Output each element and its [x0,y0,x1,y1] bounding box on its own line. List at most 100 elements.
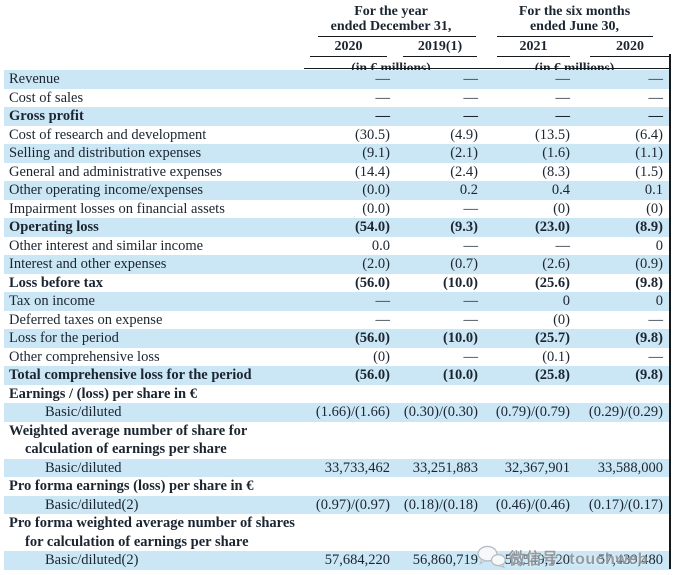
value-cell-fy2020: 0.0 [371,237,390,254]
value-cell-fy2019: (0.7) [450,256,478,272]
column-group-year-ended: For the year ended December 31, 2020 201… [304,4,478,75]
value-cell-fy2020: (54.0) [354,219,390,235]
value-cell-hy2021: (0.46)/(0.46) [495,496,570,513]
row-label: Basic/diluted(2) [45,552,139,568]
year-label: 2019(1) [417,39,463,54]
table-row: Cost of research and development (30.5) … [4,126,671,145]
table-row: Basic/diluted(2) 57,684,220 56,860,719 5… [4,551,671,570]
value-cell-fy2020: (56.0) [354,274,390,291]
row-label: Selling and distribution expenses [9,145,202,161]
value-cell-hy2020: — [648,71,664,87]
value-cell-fy2019: — [463,108,479,124]
table-row: Other interest and similar income 0.0 — … [4,237,671,256]
value-cell-hy2020 [570,514,671,551]
table-row: Pro forma weighted average number of sha… [4,514,671,551]
value-cell-fy2019: — [463,71,479,87]
group-underline [497,36,653,37]
value-cell-fy2020: (0) [373,348,390,365]
column-header-fy2019: 2019(1) [390,37,478,57]
row-label: Weighted average number of share for cal… [9,422,248,458]
value-cell-fy2019: 33,251,883 [412,459,478,476]
value-cell-hy2021: (8.3) [542,163,570,180]
row-label: Loss before tax [9,274,103,291]
value-cell-fy2019: (0.18)/(0.18) [403,496,478,513]
table-row: Operating loss (54.0) (9.3) (23.0) (8.9) [4,218,671,237]
value-cell-hy2020: (0.17)/(0.17) [588,496,663,513]
row-label: Basic/diluted [45,404,122,420]
row-label: Operating loss [9,219,99,235]
value-cell-fy2020: 57,684,220 [324,552,390,568]
value-cell-fy2020: (56.0) [354,330,390,346]
header-bottom-rule [304,68,671,69]
value-cell-fy2020 [304,422,390,459]
value-cell-hy2021: 55,549,120 [504,552,570,568]
value-cell-fy2019: — [463,311,479,328]
group-title: For the six months ended June 30, [478,4,671,34]
value-cell-hy2021: (0.79)/(0.79) [495,404,570,420]
value-cell-fy2020: 33,733,462 [324,459,390,476]
value-cell-hy2020: (9.8) [635,330,663,346]
table-row: Gross profit — — — — [4,107,671,126]
year-label: 2020 [334,39,363,54]
value-cell-fy2020: — [375,311,391,328]
value-cell-hy2020 [570,385,671,404]
value-cell-hy2021: (0.1) [542,348,570,365]
value-cell-fy2019: (2.4) [450,163,478,180]
year-underline [590,56,670,57]
value-cell-hy2020: (1.1) [635,145,663,161]
row-label: Other comprehensive loss [9,348,160,365]
row-label: Cost of research and development [9,126,207,143]
value-cell-hy2021: (2.6) [542,256,570,272]
value-cell-hy2020: (6.4) [635,126,663,143]
value-cell-hy2020: — [648,108,664,124]
value-cell-hy2021: (1.6) [542,145,570,161]
column-group-six-months: For the six months ended June 30, 2021 2… [478,4,671,75]
value-cell-fy2019: (10.0) [442,330,478,346]
group-title: For the year ended December 31, [304,4,478,34]
row-label: Tax on income [9,293,95,309]
value-cell-hy2021: (23.0) [534,219,570,235]
value-cell-hy2020: (0.9) [635,256,663,272]
table-row: General and administrative expenses (14.… [4,163,671,182]
value-cell-hy2021: (0) [553,200,570,217]
group-underline [318,36,476,37]
value-cell-hy2021 [478,422,570,459]
value-cell-hy2020: (8.9) [635,219,663,235]
value-cell-fy2019 [390,422,478,459]
value-cell-hy2020: (0.29)/(0.29) [588,404,663,420]
value-cell-fy2019: (2.1) [450,145,478,161]
value-cell-hy2021: (0) [553,311,570,328]
table-row: Tax on income — — 0 0 [4,292,671,311]
table-row: Earnings / (loss) per share in € [4,385,671,404]
row-label: Loss for the period [9,330,119,346]
value-cell-fy2019 [390,514,478,551]
value-cell-fy2020 [304,385,390,404]
value-cell-hy2020: — [648,348,664,365]
row-label: Pro forma weighted average number of sha… [9,515,295,550]
value-cell-fy2019: — [463,293,479,309]
value-cell-fy2020: (14.4) [354,163,390,180]
value-cell-hy2020: (9.8) [635,367,663,383]
value-cell-fy2019: — [463,348,479,365]
value-cell-fy2020 [304,514,390,551]
value-cell-hy2021: (25.6) [534,274,570,291]
value-cell-fy2020: — [375,89,391,106]
value-cell-fy2019: — [463,200,479,217]
value-cell-fy2020 [304,477,390,496]
value-cell-hy2020: (1.5) [635,163,663,180]
value-cell-hy2021 [478,514,570,551]
table-row: Weighted average number of share for cal… [4,422,671,459]
value-cell-hy2020: 33,588,000 [597,459,663,476]
value-cell-fy2019: (0.30)/(0.30) [403,404,478,420]
table-body: Revenue — — — — Cost of sales — — — — Gr… [4,70,671,570]
year-header-row: 2020 2019(1) [304,37,478,57]
year-underline [403,56,477,57]
table-row: Basic/diluted(2) (0.97)/(0.97) (0.18)/(0… [4,495,671,514]
row-label: Impairment losses on financial assets [9,200,225,217]
row-label: Pro forma earnings (loss) per share in € [9,478,254,494]
row-label: Total comprehensive loss for the period [9,367,252,383]
value-cell-hy2021 [478,477,570,496]
group-title-line2: ended December 31, [330,18,452,34]
row-label: General and administrative expenses [9,163,222,180]
value-cell-hy2020: 0.1 [644,182,663,198]
